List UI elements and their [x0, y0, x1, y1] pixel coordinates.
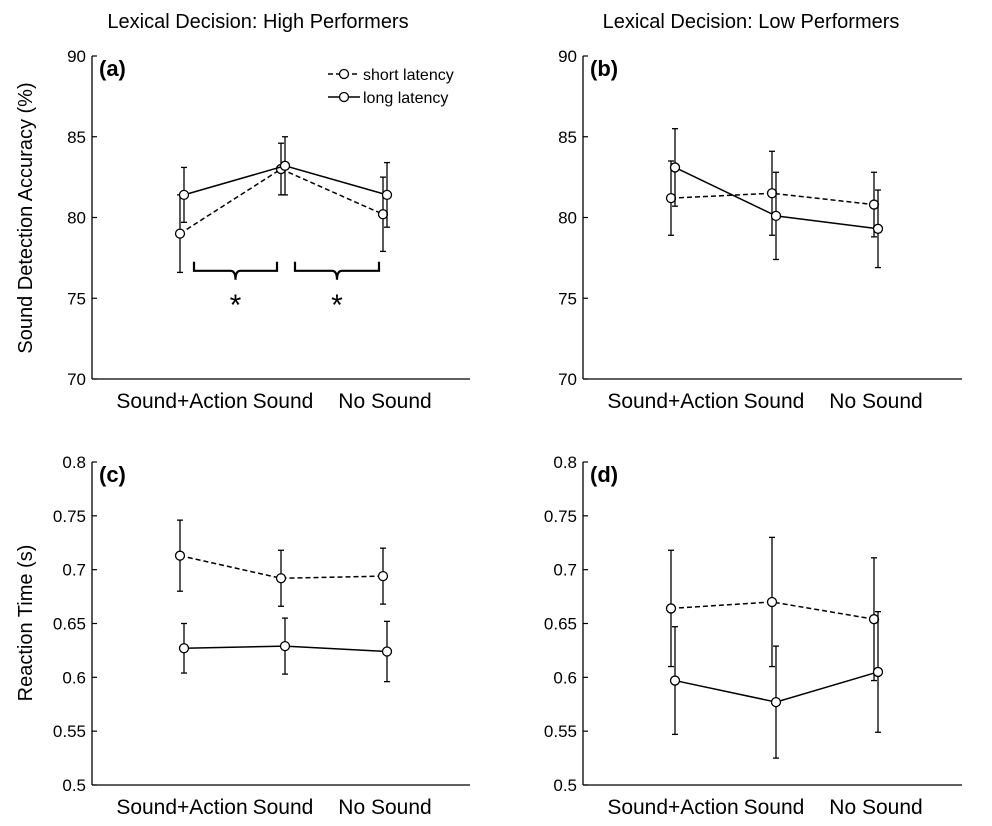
data-point [669, 675, 681, 686]
series-line [179, 168, 384, 235]
data-point [665, 603, 677, 614]
y-tick-label: 0.8 [553, 453, 577, 472]
panel-label: (c) [99, 462, 126, 487]
significance-bracket [192, 261, 279, 280]
y-axis-label: Sound Detection Accuracy (%) [15, 82, 37, 353]
data-point [377, 209, 389, 220]
legend-label-long: long latency [363, 90, 448, 107]
panel-label: (a) [99, 56, 126, 81]
y-tick-label: 85 [67, 128, 86, 147]
y-tick-label: 0.6 [62, 668, 86, 687]
y-tick-label: 0.75 [53, 507, 86, 526]
data-point [381, 189, 393, 201]
y-tick-label: 0.5 [553, 776, 577, 795]
data-point [770, 210, 782, 222]
data-point [275, 573, 287, 584]
y-tick-label: 80 [67, 209, 86, 228]
data-point [665, 192, 677, 204]
x-tick-label: Sound+Action [607, 390, 738, 413]
y-tick-label: 0.7 [553, 561, 577, 580]
chart-panel: 70 75 80 85 90 Sound+Action Sound No Sound (a) So… [15, 47, 470, 413]
legend-marker-short [338, 68, 350, 80]
x-tick-label: No Sound [829, 796, 922, 819]
y-tick-label: 0.6 [553, 668, 577, 687]
y-tick-label: 0.8 [62, 453, 86, 472]
y-tick-label: 75 [558, 289, 577, 308]
data-point [872, 223, 884, 234]
data-point [669, 162, 681, 173]
series-line [670, 601, 875, 620]
legend-label-short: short latency [363, 67, 454, 84]
legend-marker-long [338, 91, 350, 103]
y-tick-label: 0.55 [544, 722, 577, 741]
data-point [174, 550, 186, 561]
y-tick-label: 75 [67, 289, 86, 308]
y-tick-label: 0.75 [544, 507, 577, 526]
x-tick-label: Sound+Action [116, 796, 247, 819]
column-title-high: Lexical Decision: High Performers [107, 11, 408, 33]
data-point [279, 640, 291, 652]
data-point [770, 696, 782, 708]
data-point [872, 666, 884, 678]
y-tick-label: 0.7 [62, 561, 86, 580]
data-point [868, 614, 880, 625]
y-tick-label: 70 [67, 370, 86, 389]
panel-label: (d) [590, 462, 618, 487]
x-tick-label: Sound [253, 796, 314, 819]
x-tick-label: No Sound [338, 390, 431, 413]
legend: short latency long latency [328, 67, 454, 107]
data-point [279, 160, 291, 171]
x-tick-label: Sound [744, 390, 805, 413]
panels: 70 75 80 85 90 Sound+Action Sound No Sound (a) So… [15, 47, 962, 819]
data-point [381, 646, 393, 657]
chart-panel: 0.5 0.55 0.6 0.65 0.7 0.75 0.8 Sound+Action Soun… [15, 453, 470, 819]
column-title-low: Lexical Decision: Low Performers [603, 11, 900, 33]
x-tick-label: No Sound [829, 390, 922, 413]
data-point [766, 188, 778, 199]
series-line [670, 192, 875, 206]
y-tick-label: 0.65 [544, 615, 577, 634]
y-tick-label: 70 [558, 370, 577, 389]
x-tick-label: Sound [744, 796, 805, 819]
data-point [178, 643, 190, 654]
y-tick-label: 0.55 [53, 722, 86, 741]
data-point [766, 596, 778, 608]
data-point [868, 199, 880, 210]
y-tick-label: 90 [558, 47, 577, 66]
significance-bracket [293, 261, 381, 280]
x-tick-label: Sound+Action [116, 390, 247, 413]
y-tick-label: 85 [558, 128, 577, 147]
data-point [377, 570, 389, 582]
chart-panel: 0.5 0.55 0.6 0.65 0.7 0.75 0.8 Sound+Action Soun… [544, 453, 962, 819]
y-tick-label: 0.5 [62, 776, 86, 795]
chart-panel: 70 75 80 85 90 Sound+Action Sound No Sound (b) [558, 47, 962, 413]
significance-star: * [230, 289, 242, 322]
y-tick-label: 80 [558, 209, 577, 228]
x-tick-label: Sound [253, 390, 314, 413]
panel-label: (b) [590, 56, 618, 81]
significance-star: * [331, 289, 343, 322]
y-axis-label: Reaction Time (s) [15, 545, 37, 702]
data-point [174, 228, 186, 239]
x-tick-label: Sound+Action [607, 796, 738, 819]
y-tick-label: 0.65 [53, 615, 86, 634]
y-tick-label: 90 [67, 47, 86, 66]
x-tick-label: No Sound [338, 796, 431, 819]
data-point [178, 189, 190, 201]
series-line [179, 554, 384, 580]
